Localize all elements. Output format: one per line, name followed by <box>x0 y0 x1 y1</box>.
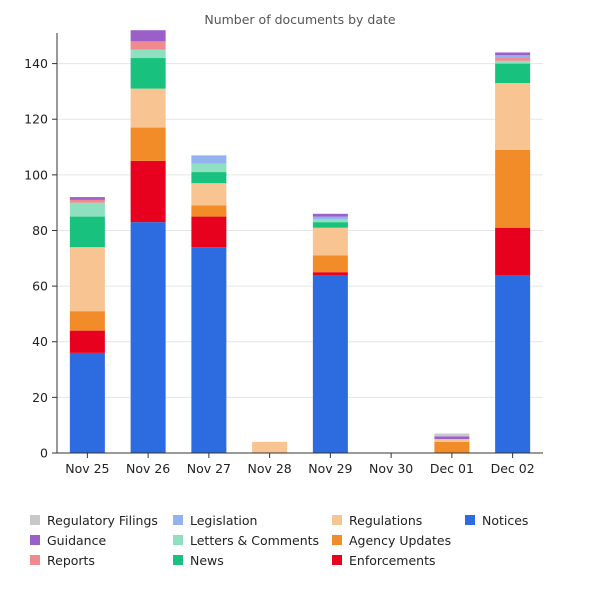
y-tick-label: 140 <box>24 56 48 71</box>
x-tick-label: Nov 25 <box>65 461 109 476</box>
x-tick-label: Nov 29 <box>308 461 352 476</box>
legend-swatch <box>332 555 342 565</box>
legend-swatch <box>173 555 183 565</box>
bar-segment <box>130 88 166 128</box>
legend-item: Reports <box>30 550 173 570</box>
legend-item: Regulations <box>332 510 465 530</box>
legend-item: Notices <box>465 510 585 530</box>
bar-segment <box>130 58 166 89</box>
legend-item: Regulatory Filings <box>30 510 173 530</box>
legend-item: Legislation <box>173 510 332 530</box>
chart-svg: Number of documents by date 0 20 40 60 80 100 1… <box>24 12 543 476</box>
bar-segment <box>312 213 348 217</box>
bar-segment <box>495 60 531 64</box>
bar-segment <box>69 330 105 353</box>
y-tick-label: 80 <box>32 223 48 238</box>
bar-segment <box>434 441 470 453</box>
legend-swatch <box>465 515 475 525</box>
y-tick-label: 100 <box>24 167 48 182</box>
legend-item: Letters & Comments <box>173 530 332 550</box>
bar-segment <box>495 149 531 228</box>
bar-segment <box>495 63 531 84</box>
legend-item: News <box>173 550 332 570</box>
bar-segment <box>312 219 348 223</box>
bar-segment <box>495 227 531 275</box>
bar-segment <box>191 183 227 206</box>
bar-segment <box>252 441 288 453</box>
bar-segment <box>312 222 348 228</box>
chart-title: Number of documents by date <box>204 12 396 27</box>
legend-label: Regulations <box>349 512 423 528</box>
legend-swatch <box>332 535 342 545</box>
bar-segment <box>312 274 348 453</box>
legend-label: Agency Updates <box>349 532 452 548</box>
legend-swatch <box>173 535 183 545</box>
bar-segment <box>69 352 105 453</box>
legend-label: Regulatory Filings <box>47 512 158 528</box>
y-tick-label: 120 <box>24 112 48 127</box>
legend-swatch <box>30 535 40 545</box>
legend-label: Notices <box>482 512 529 528</box>
x-tick-label: Dec 02 <box>491 461 535 476</box>
x-tick-label: Nov 27 <box>187 461 231 476</box>
bar-segment <box>130 160 166 223</box>
bar-segment <box>130 127 166 161</box>
legend-label: Reports <box>47 552 95 568</box>
bar-segment <box>69 216 105 248</box>
bar-segment <box>130 49 166 59</box>
y-tick-label: 40 <box>32 334 48 349</box>
bar-segment <box>434 433 470 437</box>
legend-label: News <box>190 552 224 568</box>
bar-segment <box>312 216 348 220</box>
y-tick-label: 60 <box>32 279 48 294</box>
y-tick-label: 0 <box>40 446 48 461</box>
bar-segment <box>69 197 105 200</box>
bar-segment <box>191 163 227 173</box>
bar-segment <box>495 55 531 59</box>
bar-segment <box>69 199 105 203</box>
bar-segment <box>191 155 227 164</box>
bar-segment <box>495 274 531 453</box>
bar-segment <box>69 202 105 217</box>
legend-label: Enforcements <box>349 552 436 568</box>
bar-segment <box>495 58 531 61</box>
bar-segment <box>434 439 470 442</box>
bar-segment <box>312 272 348 275</box>
legend-label: Legislation <box>190 512 258 528</box>
bar-segment <box>191 216 227 248</box>
bar-segment <box>69 247 105 312</box>
y-tick-label: 20 <box>32 390 48 405</box>
bar-segment <box>191 205 227 217</box>
bar-segment <box>434 436 470 440</box>
legend-item: Enforcements <box>332 550 465 570</box>
legend-swatch <box>332 515 342 525</box>
bar-segment <box>312 255 348 273</box>
x-tick-label: Nov 28 <box>247 461 291 476</box>
x-tick-label: Nov 30 <box>369 461 413 476</box>
bar-segment <box>130 41 166 50</box>
legend-swatch <box>30 515 40 525</box>
x-tick-label: Dec 01 <box>430 461 474 476</box>
bar-segment <box>191 172 227 184</box>
legend-swatch <box>30 555 40 565</box>
legend: Regulatory Filings Guidance Reports Legisla… <box>30 510 590 570</box>
legend-label: Letters & Comments <box>190 532 320 548</box>
bar-segment <box>130 30 166 42</box>
bar-segment <box>130 222 166 453</box>
legend-swatch <box>173 515 183 525</box>
bar-segment <box>312 227 348 256</box>
bar-segment <box>191 247 227 453</box>
bar-segment <box>69 311 105 331</box>
bar-segment <box>495 52 531 56</box>
legend-item: Agency Updates <box>332 530 465 550</box>
legend-item: Guidance <box>30 530 173 550</box>
legend-label: Guidance <box>47 532 107 548</box>
bar-segment <box>495 83 531 150</box>
x-tick-label: Nov 26 <box>126 461 170 476</box>
